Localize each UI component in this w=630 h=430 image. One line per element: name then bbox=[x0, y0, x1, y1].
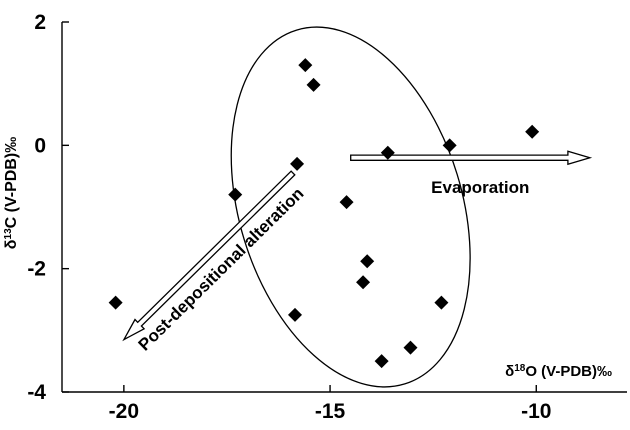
y-axis-title: δ13C (V-PDB)‰ bbox=[3, 137, 21, 249]
x-axis-title-sup: 18 bbox=[514, 363, 526, 374]
x-axis-title-prefix: δ bbox=[505, 363, 514, 380]
y-tick-label-1: 0 bbox=[34, 134, 46, 157]
annotation-label-0: Evaporation bbox=[431, 178, 529, 197]
data-point-0 bbox=[108, 295, 123, 310]
axis-titles: δ13C (V-PDB)‰ δ18O (V-PDB)‰ bbox=[3, 137, 613, 380]
y-tick-label-3: -4 bbox=[27, 381, 46, 404]
data-point-5 bbox=[306, 77, 321, 92]
annotation-label-1: Post-depositional alteration bbox=[135, 184, 308, 355]
data-point-7 bbox=[360, 254, 375, 269]
data-points bbox=[108, 58, 540, 369]
annotation-arrow-1 bbox=[122, 170, 296, 342]
y-axis-title-main: C (V-PDB)‰ bbox=[3, 137, 20, 229]
x-axis-title: δ18O (V-PDB)‰ bbox=[505, 363, 612, 381]
x-tick-label-0: -20 bbox=[109, 400, 139, 423]
y-tick-label-2: -2 bbox=[27, 258, 46, 281]
tick-labels: 2 0 -2 -4 -20 -15 -10 bbox=[27, 11, 551, 423]
y-tick-label-0: 2 bbox=[34, 11, 46, 34]
data-point-14 bbox=[525, 124, 540, 139]
annotation-layer: Evaporation Post-depositional alteration bbox=[122, 26, 593, 388]
data-point-12 bbox=[434, 295, 449, 310]
data-point-11 bbox=[403, 340, 418, 355]
y-axis-title-sup: 13 bbox=[3, 228, 14, 240]
y-axis-title-prefix: δ bbox=[3, 239, 20, 249]
data-point-10 bbox=[374, 354, 389, 369]
data-point-8 bbox=[356, 275, 371, 290]
data-point-6 bbox=[339, 195, 354, 210]
x-axis-title-main: O (V-PDB)‰ bbox=[525, 363, 612, 380]
data-point-9 bbox=[380, 145, 395, 160]
data-point-13 bbox=[442, 138, 457, 153]
axis-frame bbox=[61, 22, 627, 393]
tick-marks bbox=[62, 21, 537, 393]
x-tick-label-2: -10 bbox=[521, 400, 551, 423]
data-point-2 bbox=[290, 156, 305, 171]
data-point-4 bbox=[298, 58, 313, 73]
x-tick-label-1: -15 bbox=[315, 400, 346, 423]
data-point-3 bbox=[288, 307, 303, 322]
data-point-1 bbox=[228, 187, 243, 202]
group-ellipse bbox=[230, 26, 471, 388]
